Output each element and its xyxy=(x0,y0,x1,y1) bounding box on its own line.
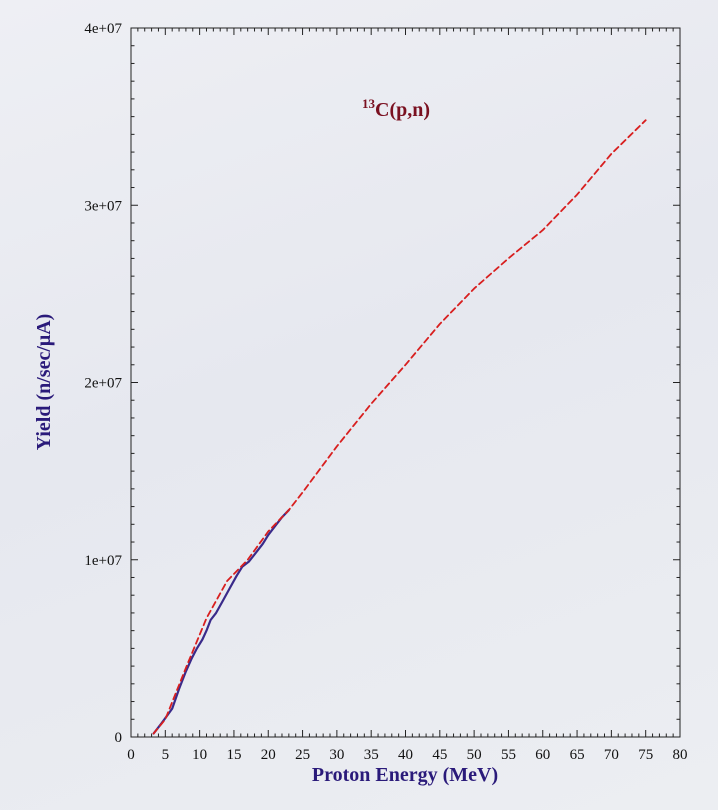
y-tick-label: 4e+07 xyxy=(84,21,122,37)
x-tick-label: 0 xyxy=(127,747,135,763)
x-tick-label: 10 xyxy=(192,747,207,763)
y-tick-label: 2e+07 xyxy=(84,376,122,392)
solid-series-line xyxy=(154,510,289,733)
y-axis-label: Yield (n/sec/μA) xyxy=(33,314,55,451)
x-tick-label: 5 xyxy=(162,747,170,763)
plot-frame xyxy=(131,28,680,737)
x-tick-label: 55 xyxy=(501,747,516,763)
y-tick-label: 0 xyxy=(115,730,123,746)
x-tick-label: 50 xyxy=(467,747,482,763)
x-axis-label: Proton Energy (MeV) xyxy=(312,764,498,786)
x-tick-label: 30 xyxy=(329,747,344,763)
x-tick-label: 75 xyxy=(638,747,653,763)
plot-frame-group: 0 5 10 15 20 25 30 35 40 45 50 55 60 65 70 75 80 0 1e+07 2e… xyxy=(84,21,687,763)
annotation-text: C(p,n) xyxy=(375,99,430,121)
y-tick-label: 3e+07 xyxy=(84,198,122,214)
x-tick-label: 25 xyxy=(295,747,310,763)
series-group xyxy=(154,120,646,733)
y-tick-label: 1e+07 xyxy=(84,553,122,569)
x-tick-label: 15 xyxy=(226,747,241,763)
x-tick-label: 70 xyxy=(604,747,619,763)
x-tick-label: 65 xyxy=(570,747,585,763)
x-tick-label: 45 xyxy=(432,747,447,763)
dashed-series-line xyxy=(154,120,646,733)
x-tick-label: 40 xyxy=(398,747,413,763)
x-tick-label: 80 xyxy=(673,747,688,763)
x-tick-label: 35 xyxy=(364,747,379,763)
x-tick-label: 20 xyxy=(261,747,276,763)
reaction-annotation: 13C(p,n) xyxy=(362,96,430,121)
x-tick-label: 60 xyxy=(535,747,550,763)
annotation-superscript: 13 xyxy=(362,96,376,111)
